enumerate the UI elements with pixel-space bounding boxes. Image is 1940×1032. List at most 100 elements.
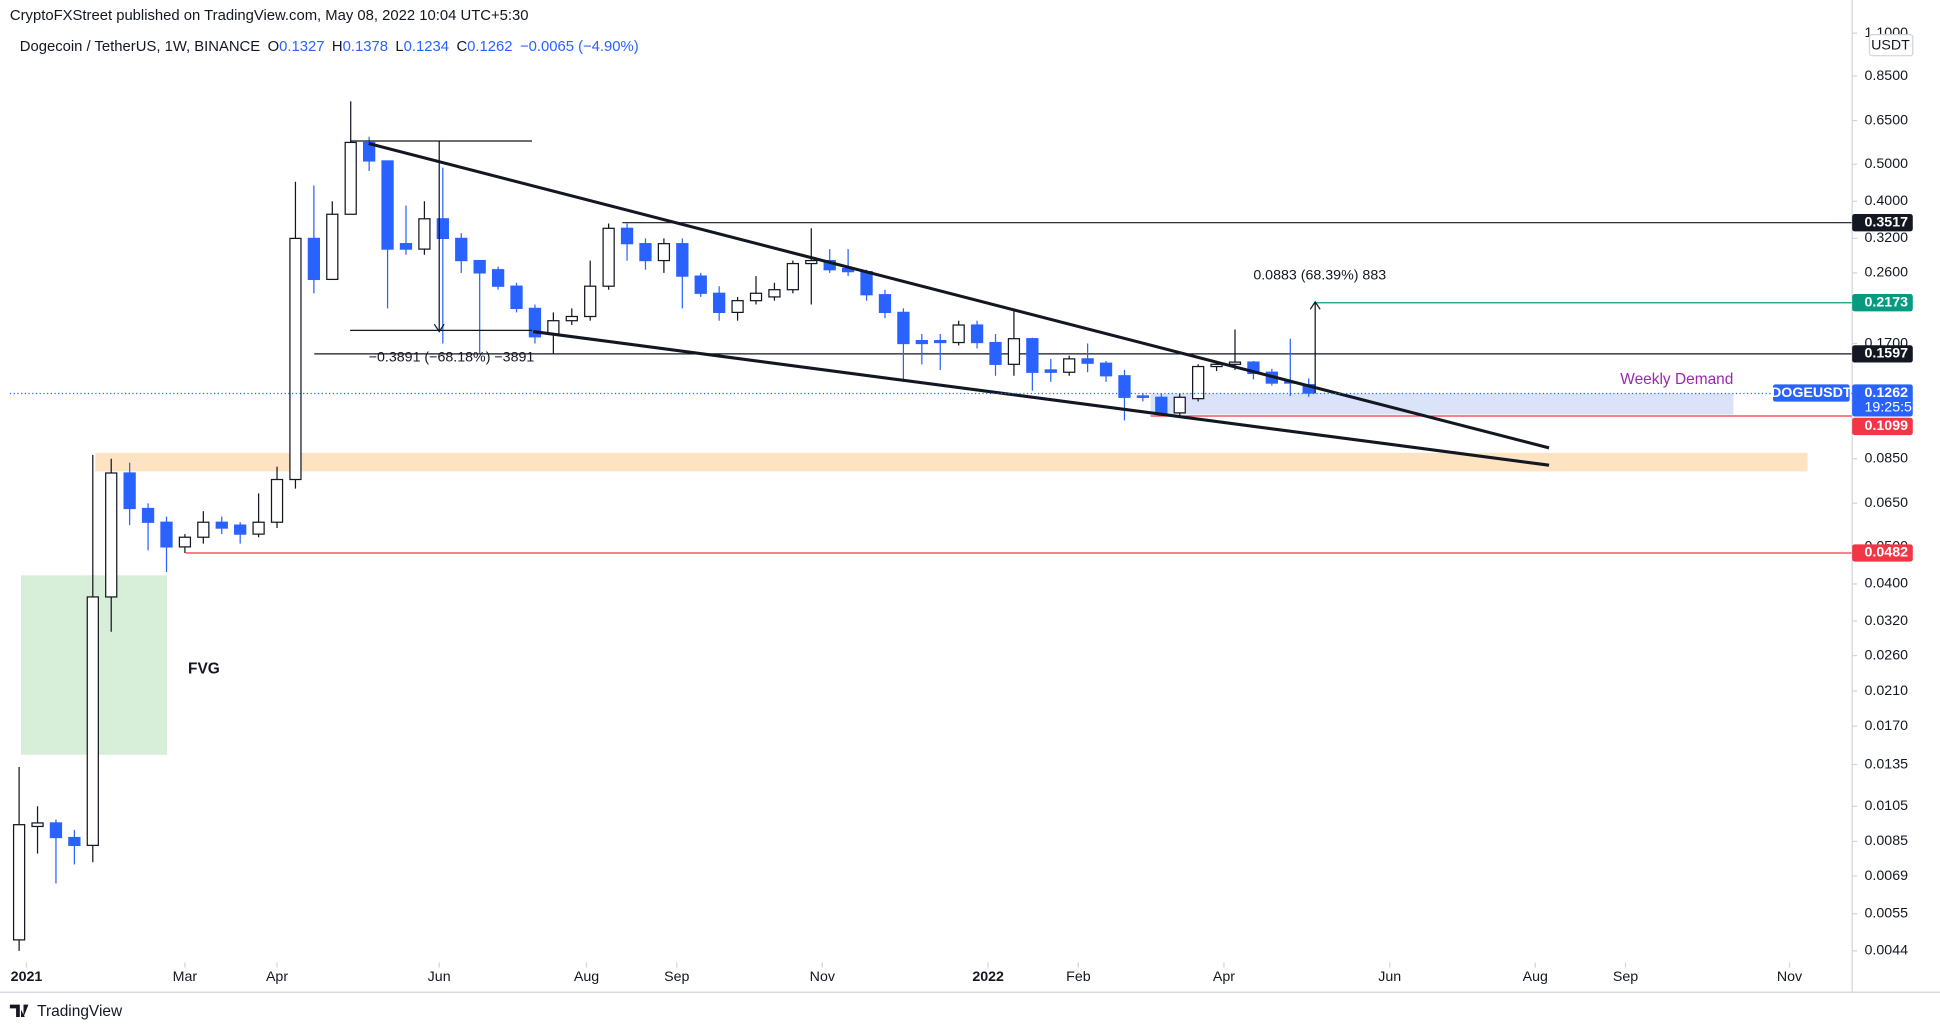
lower-trendline bbox=[533, 330, 1550, 467]
y-tick-label: 0.0400 bbox=[1865, 576, 1909, 592]
candle-body bbox=[49, 822, 63, 839]
ohlc-value: 0.1327 bbox=[279, 39, 324, 55]
candle-body bbox=[620, 227, 634, 245]
candle-body bbox=[86, 596, 99, 846]
candle-body bbox=[1007, 338, 1021, 365]
candle-body bbox=[105, 472, 118, 598]
candle-body bbox=[1136, 395, 1150, 398]
demand-label: Weekly Demand bbox=[1620, 371, 1733, 388]
fvg-label: FVG bbox=[188, 660, 220, 677]
ohlc-key: L bbox=[395, 39, 403, 55]
y-tick-label: 0.0044 bbox=[1865, 943, 1909, 959]
ohlc-value: 0.1378 bbox=[343, 39, 388, 55]
y-tick-label: 0.6500 bbox=[1865, 112, 1909, 128]
price-badge-label: 0.0482 bbox=[1865, 545, 1909, 561]
candle-body bbox=[805, 259, 818, 265]
upper-trendline bbox=[368, 142, 1550, 450]
x-tick-label: Aug bbox=[574, 969, 599, 985]
candle-body bbox=[215, 521, 228, 529]
candle-body bbox=[694, 275, 707, 294]
candle-body bbox=[1210, 363, 1223, 368]
footer-brand: TradingView bbox=[37, 1003, 123, 1020]
candle-body bbox=[270, 478, 284, 523]
y-tick-label: 0.0055 bbox=[1865, 906, 1909, 922]
demand-zone bbox=[1150, 393, 1734, 415]
candle-body bbox=[731, 300, 744, 314]
candle-body bbox=[676, 243, 689, 277]
price-badge bbox=[1852, 384, 1913, 417]
candle-body bbox=[878, 294, 892, 314]
candle-body bbox=[934, 339, 947, 344]
logo: TradingView bbox=[9, 1003, 123, 1020]
x-tick-label: Aug bbox=[1523, 969, 1548, 985]
candle-body bbox=[31, 822, 44, 828]
x-tick-label: Sep bbox=[664, 969, 689, 985]
y-tick-label: 0.0850 bbox=[1865, 450, 1909, 466]
y-tick-label: 0.0320 bbox=[1865, 613, 1909, 629]
supply-zone bbox=[95, 452, 1808, 472]
change: −0.0065 (−4.90%) bbox=[520, 39, 639, 55]
y-tick-label: 0.0135 bbox=[1865, 756, 1909, 772]
candle-body bbox=[915, 339, 928, 345]
price-badge bbox=[1852, 417, 1913, 436]
price-badge-label: 0.1597 bbox=[1865, 346, 1909, 362]
candle-body bbox=[1192, 365, 1205, 400]
x-tick-label: Jun bbox=[428, 969, 451, 985]
y-tick-label: 0.0069 bbox=[1865, 868, 1909, 884]
y-tick-label: 0.5000 bbox=[1865, 156, 1909, 172]
price-badge bbox=[1852, 294, 1913, 312]
y-tick-label: 0.0085 bbox=[1865, 833, 1909, 849]
candle-body bbox=[860, 270, 873, 296]
ohlc-key: H bbox=[332, 39, 343, 55]
candle-body bbox=[639, 243, 652, 262]
candle-body bbox=[989, 341, 1002, 365]
price-badge bbox=[1852, 345, 1913, 363]
ohlc-key: C bbox=[456, 39, 467, 55]
candle-body bbox=[68, 836, 81, 846]
axes: 1.10000.85000.65000.50000.40000.32000.26… bbox=[11, 25, 1908, 985]
y-tick-label: 0.3200 bbox=[1865, 230, 1909, 246]
level-lines bbox=[185, 222, 1853, 554]
x-tick-label: Sep bbox=[1613, 969, 1638, 985]
y-tick-label: 0.0105 bbox=[1865, 798, 1909, 814]
y-tick-label: 0.0260 bbox=[1865, 647, 1909, 663]
candle-body bbox=[1118, 375, 1131, 398]
candle-body bbox=[178, 536, 192, 548]
candle-body bbox=[584, 285, 597, 318]
candle-body bbox=[768, 289, 781, 298]
candle-body bbox=[1155, 396, 1168, 414]
candle-body bbox=[897, 311, 910, 345]
x-tick-label: Apr bbox=[266, 969, 288, 985]
ohlc-key: O bbox=[268, 39, 280, 55]
candle-body bbox=[399, 243, 413, 250]
candle-body bbox=[970, 324, 984, 344]
price-badge-label: 0.2173 bbox=[1865, 294, 1909, 310]
arrow-head bbox=[1309, 300, 1321, 310]
candle-body bbox=[657, 243, 671, 262]
candle-body bbox=[1228, 361, 1242, 365]
y-tick-label: 0.8500 bbox=[1865, 68, 1909, 84]
x-tick-label: Jun bbox=[1378, 969, 1401, 985]
candle-body bbox=[252, 521, 265, 535]
arrow-head bbox=[433, 323, 445, 333]
candle-body bbox=[749, 292, 763, 302]
unit-label: USDT bbox=[1871, 38, 1910, 54]
symbol-legend: Dogecoin / TetherUS, 1W, BINANCE O0.1327 H… bbox=[20, 39, 639, 55]
countdown: 19:25:57 bbox=[1865, 400, 1920, 416]
candle-body bbox=[510, 285, 523, 310]
x-tick-label: 2022 bbox=[972, 969, 1004, 985]
candle-body bbox=[160, 521, 173, 548]
candle-body bbox=[565, 315, 578, 322]
candle-body bbox=[141, 507, 155, 523]
candle-body bbox=[602, 227, 615, 287]
candles bbox=[12, 101, 1315, 951]
symbol-badge-label: DOGEUSDT bbox=[1771, 385, 1852, 401]
ohlc-value: 0.1262 bbox=[467, 39, 512, 55]
candle-body bbox=[952, 324, 965, 344]
candle-body bbox=[473, 259, 486, 274]
x-tick-label: Feb bbox=[1066, 969, 1091, 985]
candle-body bbox=[1026, 338, 1039, 373]
